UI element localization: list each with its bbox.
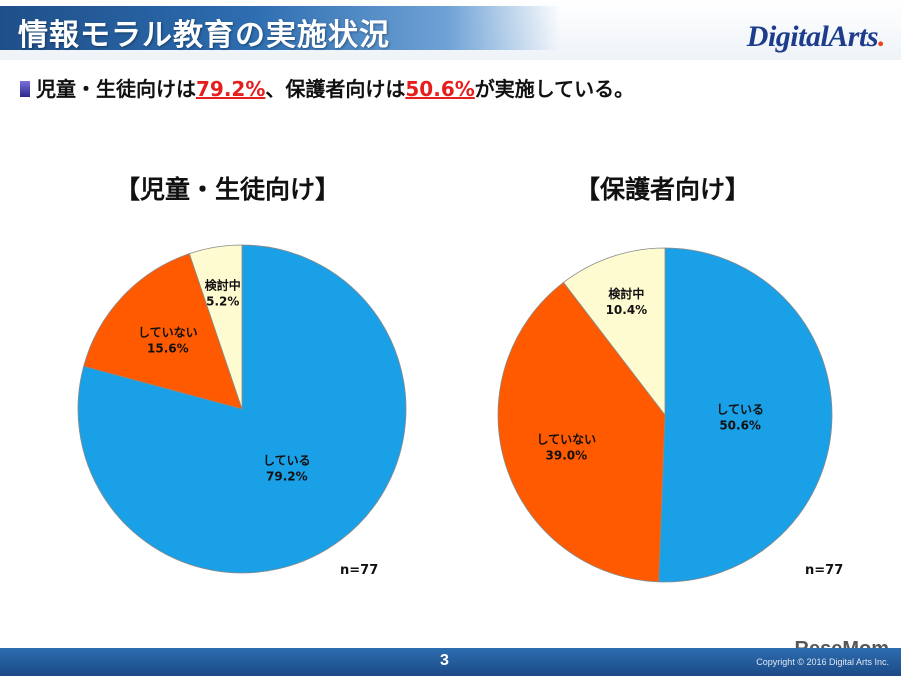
page-title: 情報モラル教育の実施状況 (18, 18, 390, 53)
slice-value-doing: 50.6% (719, 418, 761, 432)
pie-chart-guardians: している 50.6% していない 39.0% 検討中 10.4% (497, 247, 833, 583)
slice-label-considering: 検討中 (205, 277, 241, 292)
sample-size-guardians: n=77 (805, 563, 844, 578)
slice-value-considering: 10.4% (606, 303, 648, 317)
digitalarts-logo: DigitalArts. (746, 20, 886, 54)
slice-label-doing: している (263, 454, 311, 468)
summary-value1: 79.2% (196, 77, 266, 101)
pie-slice-considering (562, 247, 666, 417)
copyright-text: Copyright © 2016 Digital Arts Inc. (756, 657, 889, 667)
summary-value2: 50.6% (405, 77, 475, 101)
square-bullet-icon (20, 81, 30, 97)
logo-text: igitalArts (767, 20, 879, 53)
logo-initial: D (746, 20, 769, 53)
sample-size-students: n=77 (340, 563, 379, 578)
slice-value-doing: 79.2% (266, 470, 308, 484)
pie-slice-considering (188, 244, 243, 410)
slice-value-considering: 5.2% (206, 294, 239, 308)
pie-slice-doing (77, 244, 407, 574)
slice-label-not-doing: していない (537, 432, 597, 446)
logo-dot: . (878, 20, 886, 53)
chart-title-guardians: 【保護者向け】 (575, 175, 751, 204)
summary-part2: 、保護者向けは (265, 77, 406, 101)
pie-slice-doing (658, 247, 833, 583)
slice-label-not-doing: していない (138, 325, 198, 339)
pie-slice-not-doing (497, 281, 666, 583)
summary-part1: 児童・生徒向けは (36, 77, 196, 101)
footer-bar: 3 Copyright © 2016 Digital Arts Inc. (0, 648, 901, 676)
page-number: 3 (440, 652, 449, 669)
slice-value-not-doing: 15.6% (147, 341, 189, 355)
chart-title-students: 【児童・生徒向け】 (115, 175, 341, 204)
pie-chart-students: している 79.2% していない 15.6% 検討中 5.2% (77, 244, 407, 574)
summary-line: 児童・生徒向けは79.2%、保護者向けは50.6%が実施している。 (20, 73, 634, 102)
slice-label-doing: している (716, 402, 764, 416)
summary-part3: が実施している。 (474, 77, 635, 101)
slice-value-not-doing: 39.0% (546, 448, 588, 462)
slice-label-considering: 検討中 (608, 286, 644, 301)
title-bar (0, 6, 560, 50)
